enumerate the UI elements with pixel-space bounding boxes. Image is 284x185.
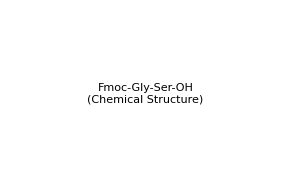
Text: Fmoc-Gly-Ser-OH
(Chemical Structure): Fmoc-Gly-Ser-OH (Chemical Structure) (87, 83, 204, 104)
